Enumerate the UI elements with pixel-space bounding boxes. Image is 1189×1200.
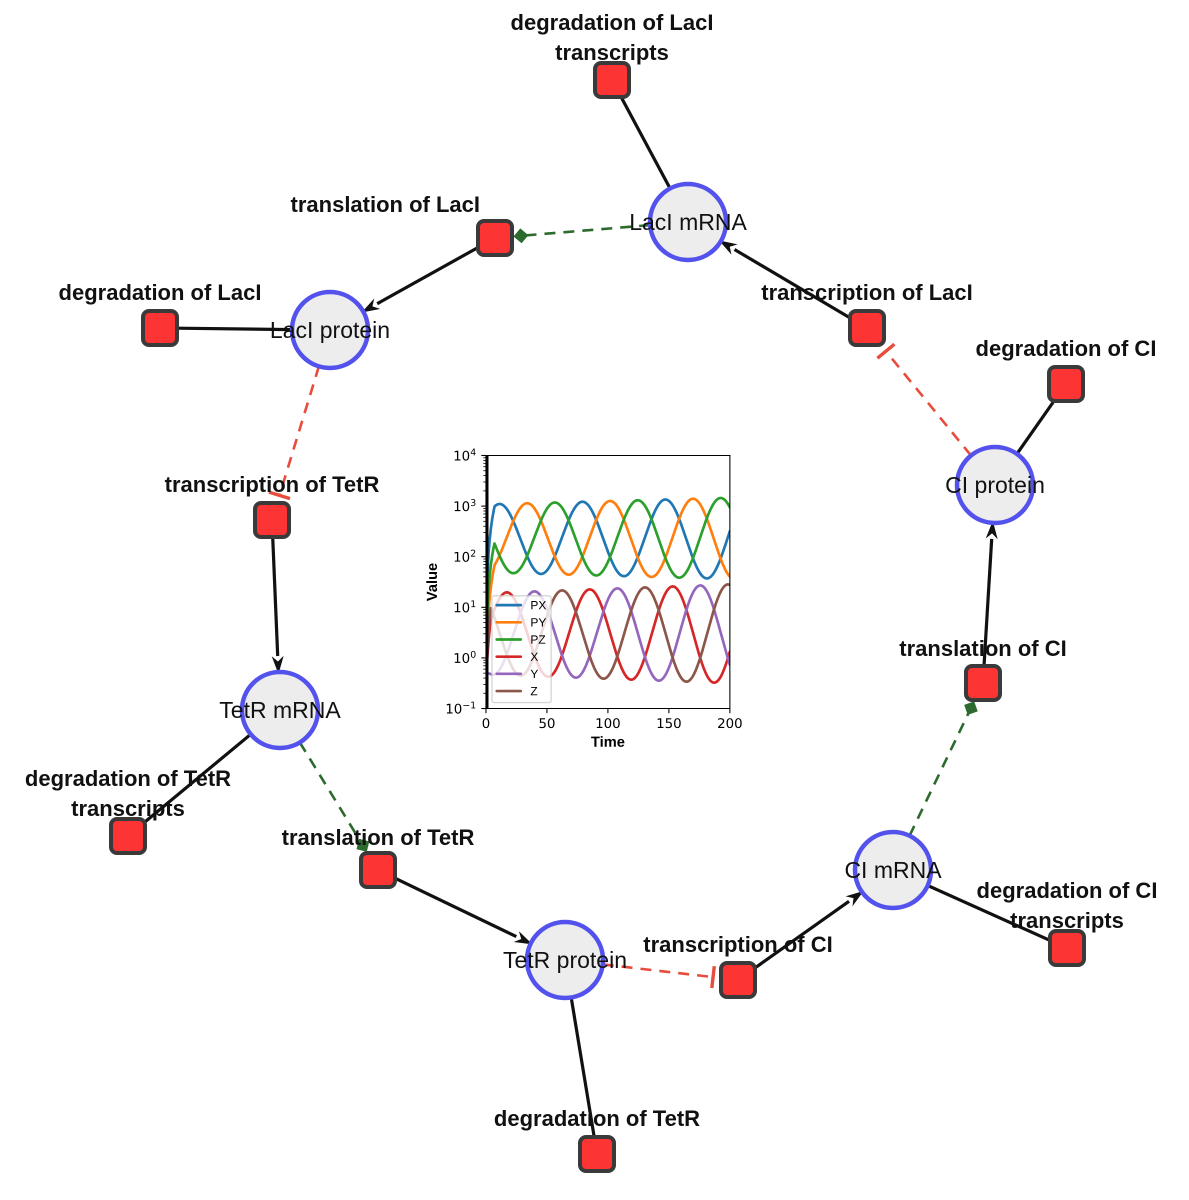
svg-text:transcription of TetR: transcription of TetR [165, 472, 380, 497]
svg-text:LacI protein: LacI protein [270, 317, 390, 343]
svg-text:transcripts: transcripts [1010, 908, 1124, 933]
svg-text:translation of TetR: translation of TetR [282, 825, 475, 850]
svg-text:TetR protein: TetR protein [503, 947, 627, 973]
svg-text:degradation of TetR: degradation of TetR [25, 766, 231, 791]
svg-text:CI protein: CI protein [945, 472, 1045, 498]
svg-text:degradation of LacI: degradation of LacI [511, 10, 714, 35]
svg-text:transcription of CI: transcription of CI [643, 932, 832, 957]
svg-text:transcripts: transcripts [71, 796, 185, 821]
svg-text:degradation of CI: degradation of CI [976, 336, 1157, 361]
svg-text:degradation of LacI: degradation of LacI [59, 280, 262, 305]
svg-text:degradation of TetR: degradation of TetR [494, 1106, 700, 1131]
svg-text:translation of LacI: translation of LacI [291, 192, 480, 217]
svg-text:translation of CI: translation of CI [899, 636, 1066, 661]
svg-text:CI mRNA: CI mRNA [844, 857, 942, 883]
svg-text:TetR mRNA: TetR mRNA [219, 697, 341, 723]
svg-text:LacI mRNA: LacI mRNA [629, 209, 747, 235]
svg-text:transcripts: transcripts [555, 40, 669, 65]
svg-text:transcription of LacI: transcription of LacI [761, 280, 972, 305]
svg-text:degradation of CI: degradation of CI [977, 878, 1158, 903]
